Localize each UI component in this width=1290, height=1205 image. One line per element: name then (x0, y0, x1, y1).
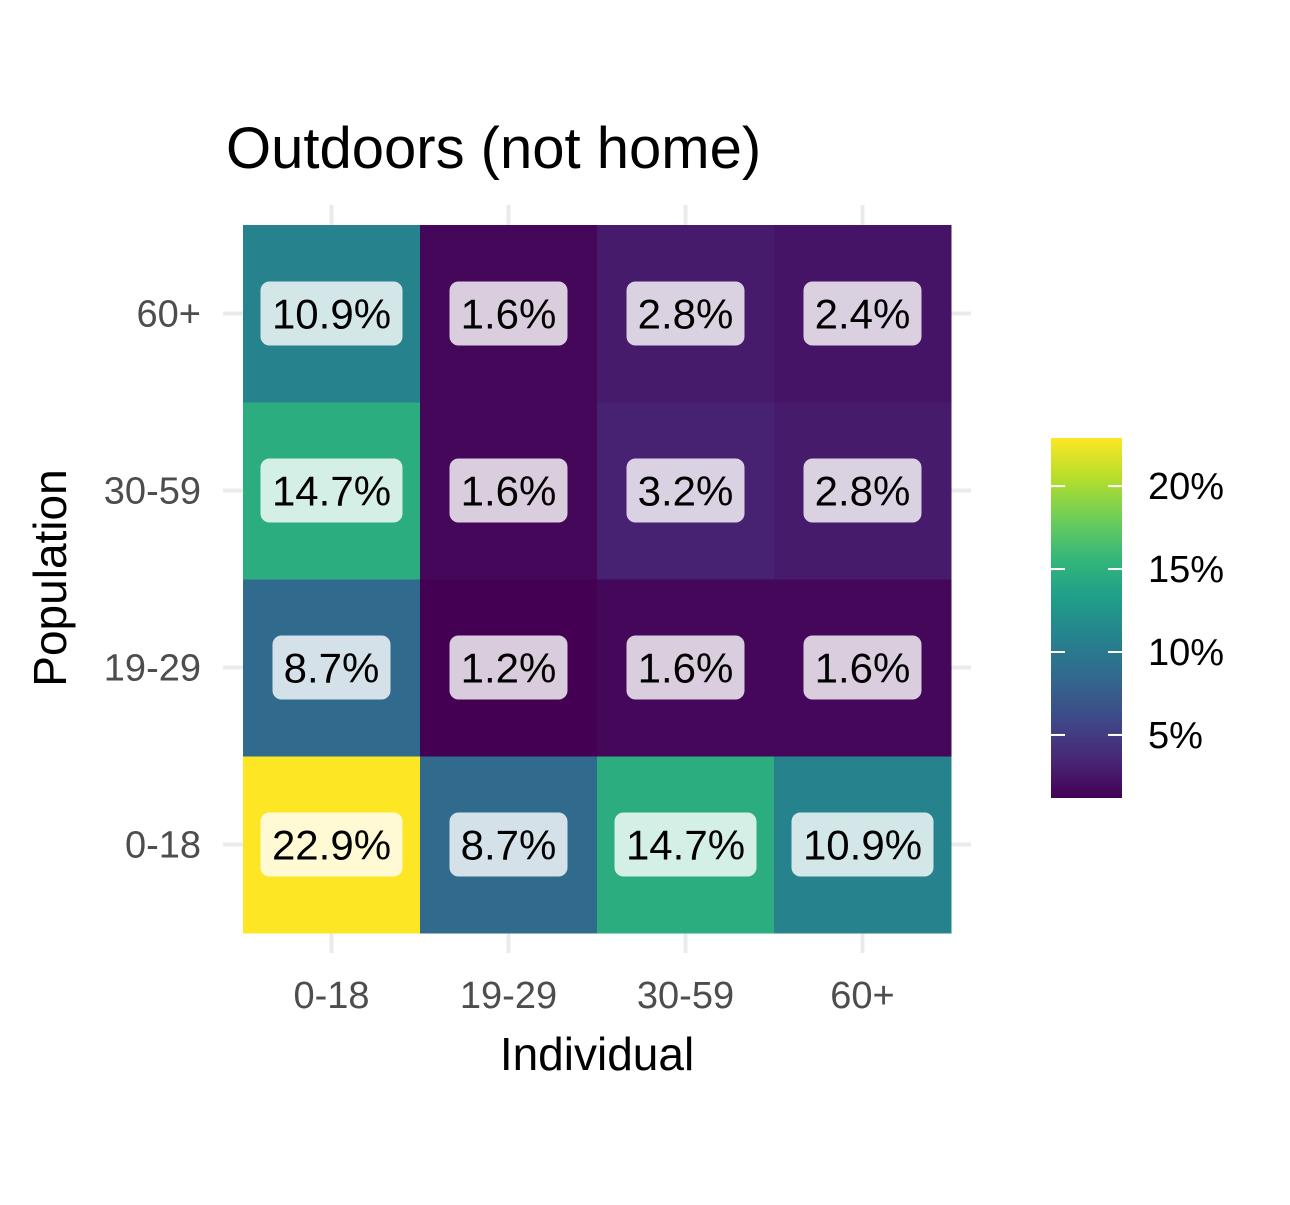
cell-value-label-box (272, 635, 391, 700)
legend-tick-label: 5% (1148, 715, 1203, 757)
cell-value-label-box (626, 281, 745, 346)
y-tick-label: 60+ (137, 294, 201, 336)
x-tick-label: 60+ (830, 975, 894, 1017)
cell-value-label-box (260, 458, 403, 523)
cell-value-label-box (449, 812, 568, 877)
cell-value-label-box (626, 635, 745, 700)
cell-value-label-box (803, 281, 922, 346)
x-axis-title: Individual (500, 1028, 694, 1080)
cell-value-label-box (260, 281, 403, 346)
y-tick-label: 19-29 (104, 648, 201, 690)
x-tick-label: 0-18 (293, 975, 369, 1017)
cell-value-label-box (803, 635, 922, 700)
legend-tick-label: 10% (1148, 632, 1224, 674)
legend-color-bar (1051, 438, 1122, 798)
cell-value-label: 2.4% (815, 291, 911, 338)
cell-value-label-box (260, 812, 403, 877)
y-axis-title: Population (24, 469, 76, 686)
cell-value-label-box (803, 458, 922, 523)
x-tick-label: 30-59 (637, 975, 734, 1017)
cell-value-label: 10.9% (803, 822, 922, 869)
cell-value-label: 1.6% (461, 468, 557, 515)
cell-value-label-box (626, 458, 745, 523)
x-tick-label: 19-29 (460, 975, 557, 1017)
cell-value-label: 22.9% (272, 822, 391, 869)
cell-value-label: 10.9% (272, 291, 391, 338)
legend-tick-label: 20% (1148, 466, 1224, 508)
y-tick-label: 0-18 (125, 825, 201, 867)
cell-value-label: 2.8% (638, 291, 734, 338)
y-tick-label: 30-59 (104, 471, 201, 513)
cell-value-label-box (449, 458, 568, 523)
cell-value-label: 14.7% (272, 468, 391, 515)
cell-value-label-box (449, 635, 568, 700)
chart-title: Outdoors (not home) (226, 116, 761, 181)
cell-value-label: 2.8% (815, 468, 911, 515)
cell-value-label-box (614, 812, 757, 877)
cell-value-label: 3.2% (638, 468, 734, 515)
legend-tick-label: 15% (1148, 549, 1224, 591)
cell-value-label: 1.2% (461, 645, 557, 692)
cell-value-label: 8.7% (284, 645, 380, 692)
cell-value-label-box (791, 812, 934, 877)
cell-value-label: 14.7% (626, 822, 745, 869)
cell-value-label: 1.6% (461, 291, 557, 338)
cell-value-label: 1.6% (815, 645, 911, 692)
cell-value-label: 1.6% (638, 645, 734, 692)
cell-value-label-box (449, 281, 568, 346)
cell-value-label: 8.7% (461, 822, 557, 869)
